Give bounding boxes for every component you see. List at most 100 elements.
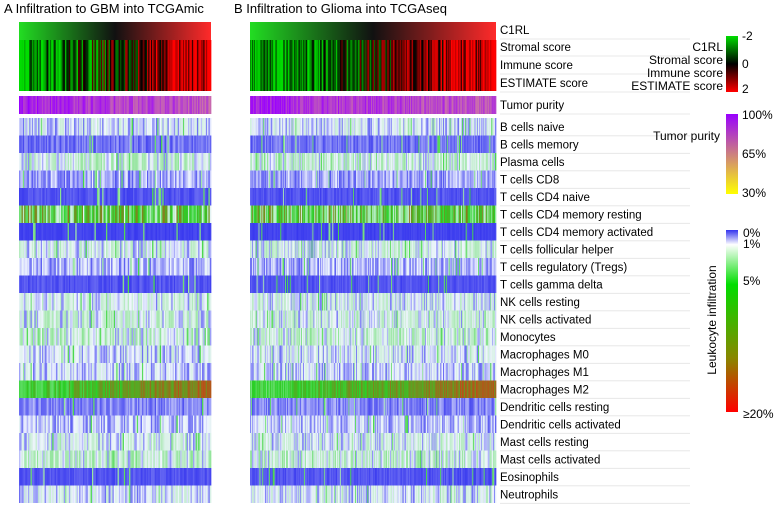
cell-heat-dendritic-cells-activated <box>100 415 103 433</box>
cell-heat-b-cells-memory <box>162 135 164 153</box>
cell-heat-b-cells-naive <box>120 118 122 136</box>
score-cell <box>172 40 175 91</box>
score-cell <box>112 40 115 91</box>
cell-heat-t-cells-cd4-memory-activated <box>43 223 45 241</box>
purity-cell <box>423 96 425 114</box>
cell-heat-plasma-cells <box>49 153 52 171</box>
cell-heat-macrophages-m1 <box>59 363 62 381</box>
cell-heat-mast-cells-activated <box>272 450 275 468</box>
panel-a-title: A Infiltration to GBM into TCGAmic <box>4 1 204 16</box>
cell-heat-nk-cells-activated <box>154 310 157 328</box>
cell-heat-nk-cells-resting <box>35 293 38 311</box>
cell-heat-plasma-cells <box>40 153 43 171</box>
purity-cell <box>495 96 497 114</box>
cell-heat-macrophages-m1 <box>71 363 74 381</box>
cell-heat-b-cells-naive <box>104 118 107 136</box>
cell-heat-nk-cells-resting <box>49 293 52 311</box>
purity-cell <box>77 96 80 114</box>
purity-cell <box>103 96 106 114</box>
cell-heat-t-cells-cd4-memory-resting <box>116 205 118 223</box>
cell-heat-eosinophils <box>251 468 254 486</box>
cell-heat-nk-cells-activated <box>52 310 54 328</box>
cell-heat-t-cells-follicular-helper <box>180 240 182 258</box>
cell-heat-mast-cells-resting <box>203 433 205 451</box>
cell-heat-neutrophils <box>255 485 257 503</box>
cell-heat-dendritic-cells-resting <box>112 398 115 416</box>
purity-cell <box>322 96 325 114</box>
cell-heat-plasma-cells <box>77 153 80 171</box>
cell-heat-monocytes <box>81 328 84 346</box>
cell-heat-dendritic-cells-activated <box>144 415 147 433</box>
cell-heat-macrophages-m0 <box>125 345 127 363</box>
cell-heat-t-cells-cd4-memory-activated <box>181 223 184 241</box>
cell-heat-mast-cells-resting <box>196 433 199 451</box>
cell-heat-mast-cells-resting <box>185 433 188 451</box>
cell-heat-t-cells-cd4-memory-activated <box>256 223 258 241</box>
cell-heat-t-cells-follicular-helper <box>251 240 254 258</box>
cell-heat-dendritic-cells-resting <box>42 398 44 416</box>
cell-heat-mast-cells-activated <box>255 450 257 468</box>
cell-heat-t-cells-cd4-naive <box>190 188 193 206</box>
cell-heat-monocytes <box>80 328 83 346</box>
cell-heat-macrophages-m2 <box>20 380 22 398</box>
cell-heat-mast-cells-activated <box>75 450 77 468</box>
cell-heat-b-cells-memory <box>19 135 21 153</box>
cell-heat-t-cells-regulatory-tregs- <box>203 258 205 276</box>
purity-cell <box>61 96 63 114</box>
score-cell <box>418 40 420 91</box>
cell-heat-monocytes <box>161 328 163 346</box>
cell-heat-macrophages-m0 <box>138 345 140 363</box>
cell-heat-macrophages-m1 <box>269 363 272 381</box>
cell-heat-dendritic-cells-resting <box>283 398 285 416</box>
cell-heat-t-cells-cd4-memory-resting <box>88 205 90 223</box>
cell-heat-dendritic-cells-resting <box>74 398 76 416</box>
score-cell <box>111 40 113 91</box>
cell-heat-macrophages-m2 <box>127 380 130 398</box>
cell-heat-b-cells-memory <box>251 135 254 153</box>
cell-heat-b-cells-memory <box>106 135 108 153</box>
cell-heat-t-cells-cd4-naive <box>193 188 195 206</box>
cell-heat-t-cells-gamma-delta <box>34 275 36 293</box>
cell-heat-t-cells-cd4-memory-activated <box>261 223 263 241</box>
cell-heat-t-cells-follicular-helper <box>268 240 271 258</box>
score-cell <box>460 40 462 91</box>
cell-heat-macrophages-m1 <box>267 363 269 381</box>
score-cell <box>63 40 66 91</box>
cell-heat-t-cells-regulatory-tregs- <box>42 258 44 276</box>
cell-heat-t-cells-cd4-memory-resting <box>179 205 181 223</box>
cell-heat-t-cells-regulatory-tregs- <box>20 258 22 276</box>
cell-heat-t-cells-cd4-memory-resting <box>42 205 44 223</box>
purity-cell <box>420 96 422 114</box>
cell-heat-macrophages-m1 <box>93 363 95 381</box>
score-cell <box>115 40 117 91</box>
cell-heat-t-cells-regulatory-tregs- <box>80 258 83 276</box>
cell-heat-b-cells-naive <box>126 118 129 136</box>
cell-heat-dendritic-cells-resting <box>75 398 77 416</box>
cell-heat-monocytes <box>190 328 193 346</box>
cell-heat-nk-cells-activated <box>153 310 156 328</box>
purity-cell <box>57 96 60 114</box>
cell-heat-t-cells-cd4-memory-activated <box>65 223 67 241</box>
cell-heat-t-cells-gamma-delta <box>40 275 43 293</box>
cell-heat-nk-cells-resting <box>255 293 257 311</box>
cell-heat-t-cells-follicular-helper <box>149 240 152 258</box>
cell-heat-b-cells-naive <box>190 118 193 136</box>
cell-heat-macrophages-m0 <box>170 345 172 363</box>
cell-heat-t-cells-follicular-helper <box>276 240 278 258</box>
cell-heat-macrophages-m2 <box>277 380 279 398</box>
cell-heat-mast-cells-activated <box>251 450 254 468</box>
cell-heat-nk-cells-activated <box>138 310 140 328</box>
cell-heat-mast-cells-activated <box>166 450 168 468</box>
cell-heat-mast-cells-resting <box>48 433 51 451</box>
cell-heat-mast-cells-resting <box>259 433 261 451</box>
cell-heat-t-cells-regulatory-tregs- <box>40 258 43 276</box>
purity-cell <box>478 96 481 114</box>
purity-cell <box>130 96 132 114</box>
cell-heat-macrophages-m1 <box>54 363 57 381</box>
purity-cell <box>155 96 158 114</box>
cell-heat-eosinophils <box>257 468 259 486</box>
cell-heat-t-cells-cd4-memory-activated <box>250 223 253 241</box>
purity-cell <box>109 96 112 114</box>
cell-heat-mast-cells-resting <box>98 433 100 451</box>
cell-heat-nk-cells-activated <box>209 310 212 328</box>
